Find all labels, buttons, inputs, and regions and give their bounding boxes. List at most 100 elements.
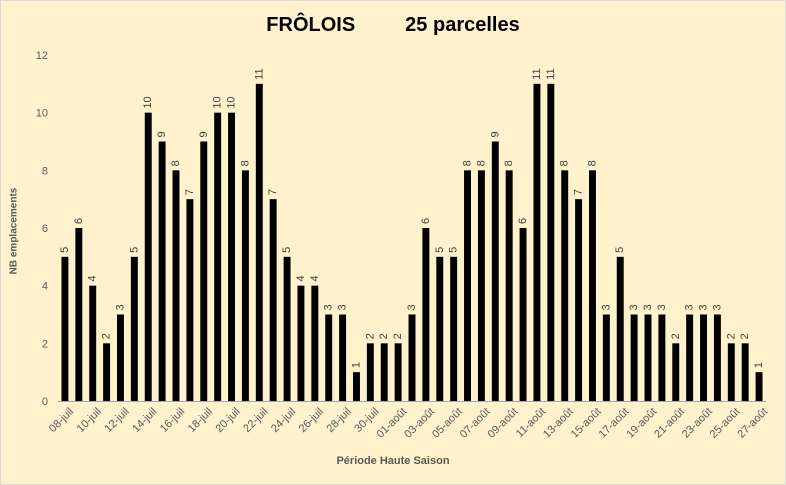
data-label: 8 [462,160,474,166]
y-tick-label: 6 [42,223,48,235]
bar [117,314,124,401]
data-label: 8 [559,160,571,166]
bar [269,199,277,401]
data-label: 5 [128,247,140,253]
x-tick-label: 10-juil [75,406,104,435]
x-tick-label: 22-juil [241,406,270,435]
bar [436,256,444,401]
bar [311,285,319,401]
y-tick-label: 12 [36,50,48,62]
bar [75,228,83,401]
data-label: 2 [101,333,113,339]
y-tick-label: 8 [42,165,48,177]
bar [658,314,666,401]
data-label: 6 [517,218,529,224]
bar [408,314,416,401]
bar [353,372,360,401]
bar [339,314,347,401]
bar [103,343,111,401]
data-label: 3 [600,304,612,310]
data-label: 11 [531,68,543,79]
bar [727,343,735,401]
data-label: 3 [114,304,126,310]
data-label: 10 [212,96,224,108]
bar [741,343,749,401]
bar [644,314,652,401]
bar [366,343,374,401]
data-label: 4 [295,276,307,282]
chart-title: FRÔLOIS 25 parcelles [266,14,520,36]
bar [380,343,388,401]
bar [172,170,180,401]
x-tick-label: 27-août [735,406,770,441]
bar [602,314,610,401]
data-label: 1 [753,362,765,368]
data-label: 6 [420,218,432,224]
bar [547,83,555,401]
data-label: 2 [670,333,682,339]
data-label: 8 [503,160,515,166]
bar [89,285,97,401]
bar [297,285,305,401]
bar [61,256,69,401]
bar [672,343,680,401]
data-label: 11 [253,68,265,79]
data-label: 2 [378,333,390,339]
x-axis-label: Période Haute Saison [336,455,450,467]
bar [255,83,263,401]
bar [561,170,569,401]
bar [755,372,763,401]
bar [214,112,222,402]
x-tick-label: 08-juil [47,406,76,435]
data-label: 3 [656,304,668,310]
bar [589,170,596,401]
data-label: 2 [739,333,751,339]
bar [505,170,513,401]
bar [241,170,249,401]
data-label: 5 [434,247,446,253]
data-label: 8 [475,160,487,166]
bar [575,199,583,401]
data-label: 3 [337,304,349,310]
bar [533,83,541,401]
x-tick-label: 12-juil [102,406,131,435]
data-label: 8 [239,160,251,166]
data-label: 5 [281,247,293,253]
x-tick-label: 28-juil [325,406,354,435]
bar [422,228,430,401]
data-label: 5 [614,247,626,253]
bar [464,170,471,401]
data-label: 3 [628,304,640,310]
data-label: 9 [156,131,168,137]
bar [228,112,235,402]
bar [325,314,333,401]
x-tick-label: 26-juil [297,406,326,435]
bar [394,343,402,401]
bar [450,256,458,401]
data-label: 5 [448,247,460,253]
bar [519,228,527,401]
bar [186,199,194,401]
data-label: 3 [406,304,418,310]
bar [158,141,166,401]
data-label: 7 [184,189,196,195]
data-label: 3 [323,304,335,310]
data-label: 10 [226,96,238,108]
data-label: 1 [350,362,362,368]
x-tick-label: 24-juil [269,406,298,435]
data-label: 3 [684,304,696,310]
data-label: 10 [142,96,154,108]
bar [283,256,291,401]
bar [477,170,485,401]
data-label: 3 [698,304,710,310]
x-tick-label: 16-juil [158,406,187,435]
x-tick-label: 14-juil [130,406,159,435]
data-label: 7 [267,189,279,195]
data-label: 11 [545,68,557,79]
bar [130,256,138,401]
data-label: 3 [642,304,654,310]
data-label: 2 [725,333,737,339]
bar [686,314,694,401]
